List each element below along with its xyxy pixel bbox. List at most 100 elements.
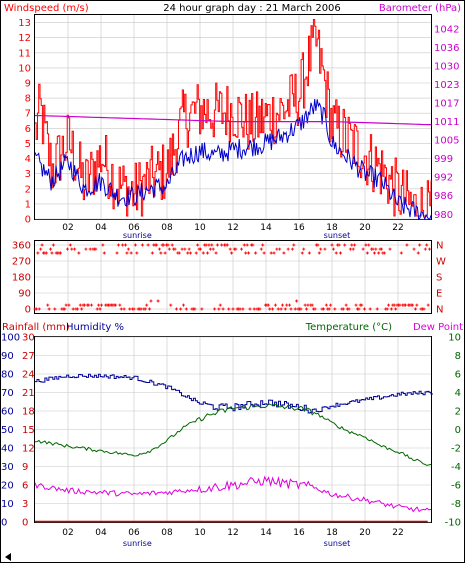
windspeed-gust-line	[35, 19, 433, 217]
wind-direction-point	[177, 251, 181, 255]
wind-direction-point	[331, 247, 335, 251]
temp-x-tick-label: 18	[326, 528, 338, 538]
barometer-tick-label: 1005	[434, 136, 459, 147]
barometer-tick-label: 999	[434, 154, 453, 165]
wind-direction-point	[279, 307, 283, 311]
humidity-tick-label: 90	[1, 351, 14, 362]
wind-direction-point	[198, 247, 202, 251]
wind-x-tick-label: 20	[359, 223, 371, 233]
wind-direction-point	[367, 243, 371, 247]
wind-direction-point	[333, 307, 337, 311]
wind-direction-point	[140, 243, 144, 247]
wind-direction-point	[242, 243, 246, 247]
direction-panel-frame	[34, 240, 432, 314]
humidity-tick-label: 30	[1, 462, 14, 473]
wind-direction-point	[210, 243, 214, 247]
wind-direction-point	[353, 243, 357, 247]
windspeed-tick-label: 9	[25, 79, 31, 90]
wind-direction-point	[354, 303, 358, 307]
wind-direction-point	[261, 243, 265, 247]
wind-direction-point	[126, 247, 130, 251]
wind-direction-point	[292, 243, 296, 247]
temp-panel-frame	[34, 336, 432, 523]
wind-direction-point	[238, 307, 242, 311]
wind-direction-point	[162, 243, 166, 247]
wind-direction-point	[169, 303, 173, 307]
wind-direction-point	[183, 247, 187, 251]
wind-direction-point	[167, 247, 171, 251]
wind-direction-point	[150, 251, 154, 255]
wind-direction-point	[217, 307, 221, 311]
wind-direction-point	[67, 303, 71, 307]
temperature-tick-label: 8	[455, 351, 461, 362]
wind-direction-point	[139, 307, 143, 311]
direction-tick-label: 270	[12, 257, 31, 268]
wind-direction-point	[149, 299, 153, 303]
wind-direction-point	[323, 247, 327, 251]
wind-direction-point	[283, 307, 287, 311]
wind-direction-point	[387, 303, 391, 307]
wind-direction-point	[428, 247, 432, 251]
wind-direction-point	[83, 303, 86, 307]
wind-direction-point	[71, 307, 75, 311]
wind-direction-point	[282, 251, 286, 255]
wind-direction-point	[269, 251, 273, 255]
windspeed-tick-label: 3	[25, 169, 31, 180]
wind-panel-frame	[34, 14, 432, 220]
direction-tick-label: 0	[25, 305, 31, 316]
wind-direction-point	[97, 303, 101, 307]
wind-direction-point	[278, 247, 282, 251]
temp-x-tick-label: 04	[95, 528, 107, 538]
wind-direction-point	[416, 251, 420, 255]
wind-direction-point	[115, 251, 119, 255]
wind-direction-point	[425, 243, 429, 247]
wind-direction-point	[285, 303, 289, 307]
dewpoint-line	[34, 475, 432, 513]
wind-direction-point	[289, 307, 293, 311]
humidity-tick-label: 0	[1, 518, 7, 529]
wind-direction-point	[360, 303, 364, 307]
wind-direction-point	[305, 307, 309, 311]
wind-direction-point	[313, 307, 317, 311]
wind-direction-point	[371, 247, 375, 251]
wind-direction-point	[329, 303, 333, 307]
wind-direction-point	[368, 307, 372, 311]
wind-direction-point	[411, 303, 415, 307]
wind-x-tick-label: 10	[194, 223, 206, 233]
wind-x-tick-label: 12	[227, 223, 238, 233]
wind-direction-point	[204, 243, 208, 247]
wind-direction-point	[132, 307, 136, 311]
windspeed-tick-label: 12	[18, 33, 31, 44]
wind-direction-point	[180, 247, 184, 251]
wind-direction-point	[322, 307, 326, 311]
wind-direction-point	[385, 307, 389, 311]
wind-direction-point	[143, 307, 147, 311]
wind-x-tick-label: 06	[128, 223, 140, 233]
wind-direction-point	[262, 251, 266, 255]
wind-direction-point	[75, 307, 79, 311]
wind-direction-point	[99, 303, 103, 307]
wind-direction-point	[231, 307, 235, 311]
windspeed-tick-label: 0	[25, 215, 31, 226]
temperature-line	[34, 403, 432, 466]
wind-direction-point	[39, 247, 43, 251]
temp-x-tick-label: 02	[62, 528, 73, 538]
wind-direction-point	[266, 303, 270, 307]
wind-direction-point	[364, 243, 368, 247]
temperature-tick-label: 6	[455, 370, 461, 381]
wind-direction-point	[193, 307, 197, 311]
scroll-left-arrow[interactable]	[5, 553, 11, 561]
wind-direction-point	[337, 243, 341, 247]
wind-direction-point	[135, 251, 139, 255]
wind-direction-point	[394, 307, 398, 311]
windspeed-tick-label: 7	[25, 109, 31, 120]
wind-direction-point	[426, 303, 430, 307]
wind-direction-point	[77, 251, 81, 255]
barometer-tick-label: 980	[434, 210, 453, 221]
rainfall-tick-label: 24	[22, 370, 35, 381]
wind-direction-point	[348, 247, 352, 251]
wind-direction-point	[116, 243, 120, 247]
wind-direction-point	[372, 251, 376, 255]
temp-x-tick-label: 12	[227, 528, 238, 538]
series-layer	[33, 19, 433, 523]
